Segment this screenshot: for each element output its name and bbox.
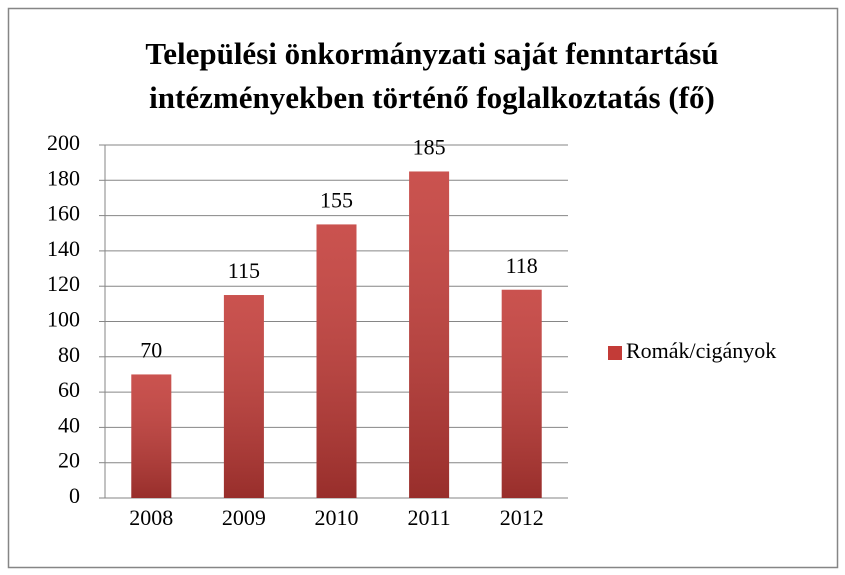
bar-shade <box>316 224 357 499</box>
x-tick-label: 2011 <box>408 505 451 530</box>
y-tick-label: 80 <box>58 342 80 367</box>
x-tick-label: 2010 <box>315 505 359 530</box>
y-tick-label: 100 <box>47 307 80 332</box>
y-tick-label: 140 <box>47 236 80 261</box>
bar-shade <box>409 171 450 498</box>
legend-marker <box>608 346 622 360</box>
y-tick-label: 120 <box>47 271 80 296</box>
y-tick-label: 0 <box>69 483 80 508</box>
chart-title: Települési önkormányzati saját fenntartá… <box>145 36 718 71</box>
legend-label: Romák/cigányok <box>626 338 776 363</box>
data-label: 118 <box>506 253 538 278</box>
bar-shade <box>501 289 542 498</box>
x-tick-label: 2012 <box>500 505 544 530</box>
bar-shade <box>223 295 264 498</box>
chart-title: intézményekben történő foglalkoztatás (f… <box>149 80 715 115</box>
x-tick-label: 2008 <box>129 505 173 530</box>
data-label: 70 <box>140 337 162 362</box>
y-tick-label: 40 <box>58 412 80 437</box>
bar-shade <box>131 374 172 498</box>
x-tick-label: 2009 <box>222 505 266 530</box>
y-tick-label: 180 <box>47 165 80 190</box>
y-tick-label: 160 <box>47 201 80 226</box>
data-label: 115 <box>228 258 260 283</box>
data-label: 185 <box>413 135 446 160</box>
y-tick-label: 200 <box>47 130 80 155</box>
data-label: 155 <box>320 187 353 212</box>
y-tick-label: 60 <box>58 377 80 402</box>
y-tick-label: 20 <box>58 448 80 473</box>
